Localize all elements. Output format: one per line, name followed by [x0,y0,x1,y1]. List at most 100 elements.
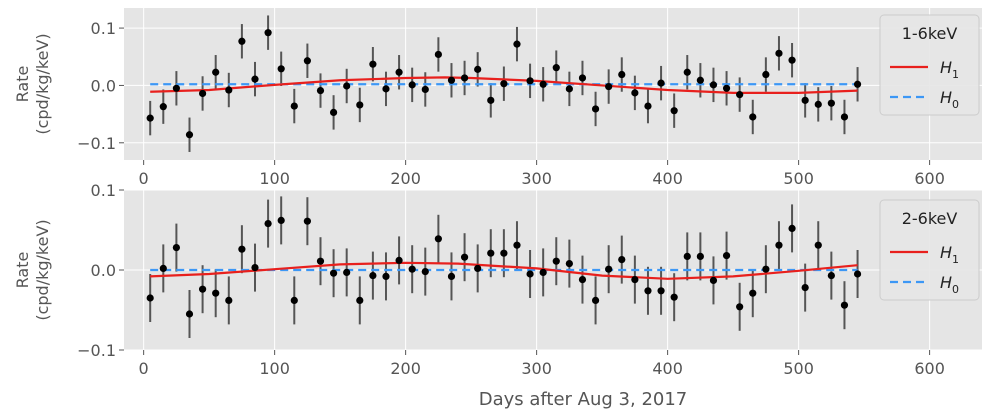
data-point [225,86,233,94]
y-tick-label: 0.1 [91,19,116,38]
panel-2: 0.1 0.0 −0.1 0 100 200 300 400 500 600 Rate (cpd/kg… [13,181,982,410]
data-point [316,86,325,95]
data-points [146,29,862,139]
data-point [146,294,154,302]
x-axis-label: Days after Aug 3, 2017 [479,389,688,410]
legend-h1-letter: H [940,243,952,262]
y-tick-label: −0.1 [77,341,116,360]
data-point [159,103,167,111]
data-point [382,85,390,93]
data-point [670,293,678,301]
data-point [421,268,429,276]
data-point [198,89,207,98]
data-point [329,108,338,116]
h1-line [150,76,858,94]
data-point [185,310,194,318]
data-point [172,244,180,252]
legend-h0-subscript: 0 [952,283,959,296]
x-tick-label: 400 [652,359,683,378]
data-point [722,252,731,260]
data-point [605,82,613,91]
y-axis-label-line1: Rate [13,252,32,289]
data-point [434,50,442,59]
data-point [513,241,521,249]
data-point [722,84,731,92]
data-point [788,224,796,232]
data-point [578,74,587,82]
data-point [277,216,285,224]
data-point [565,85,573,93]
data-point [487,249,495,257]
data-point [447,272,456,280]
data-point [159,264,167,272]
data-point [631,276,639,284]
data-point [316,257,325,265]
data-point [225,296,233,304]
legend-title: 2-6keV [902,209,958,228]
data-point [369,60,377,68]
y-axis-label: Rate (cpd/kg/keV) [13,33,52,134]
data-point [591,105,600,113]
data-point [447,76,456,84]
x-tick-label: 500 [783,169,814,188]
legend: 1-6keV H1 H0 [879,14,980,116]
legend-h1-label: H1 [940,58,959,81]
data-point [303,217,311,225]
data-point [238,245,246,253]
data-point [421,85,429,94]
data-point [749,289,757,297]
x-tick-label: 300 [521,359,552,378]
data-point [657,287,665,295]
data-point [198,285,207,293]
legend-box [879,199,980,301]
h1-line [150,261,858,280]
legend-h0-subscript: 0 [952,98,959,111]
data-point [408,265,416,273]
legend-h1-subscript: 1 [952,253,959,266]
x-tick-label: 0 [139,169,149,188]
data-point [382,272,390,280]
data-point [644,287,652,295]
legend-h0-label: H0 [940,88,959,111]
y-tick-label: 0.0 [91,261,116,280]
data-point [251,264,259,272]
data-point [683,252,691,260]
data-point [264,29,272,37]
legend-h1-subscript: 1 [952,68,959,81]
data-point [578,276,587,284]
x-tick-label: 200 [390,359,421,378]
data-point [853,80,862,88]
data-point [552,64,560,72]
data-point [591,296,600,304]
legend-title: 1-6keV [902,24,958,43]
data-point [775,49,783,57]
data-point [212,68,220,76]
data-point [369,272,377,280]
data-point [827,99,835,107]
x-tick-label: 100 [259,169,290,188]
data-point [539,80,547,88]
data-points [146,216,862,318]
data-point [670,107,678,115]
data-point [618,256,626,264]
data-point [526,77,534,85]
data-point [277,65,285,73]
data-point [709,81,718,89]
data-point [513,40,521,48]
data-point [539,268,547,276]
legend-h0-letter: H [940,273,952,292]
data-point [212,289,220,297]
data-point [552,257,560,265]
data-point [827,272,835,280]
data-point [264,220,272,228]
data-point [840,301,849,309]
data-point [853,270,862,278]
data-point [251,75,259,83]
legend-box [879,14,980,116]
y-axis-label-line1: Rate [13,66,32,103]
data-point [460,74,469,82]
data-point [172,84,180,92]
data-point [395,68,403,76]
